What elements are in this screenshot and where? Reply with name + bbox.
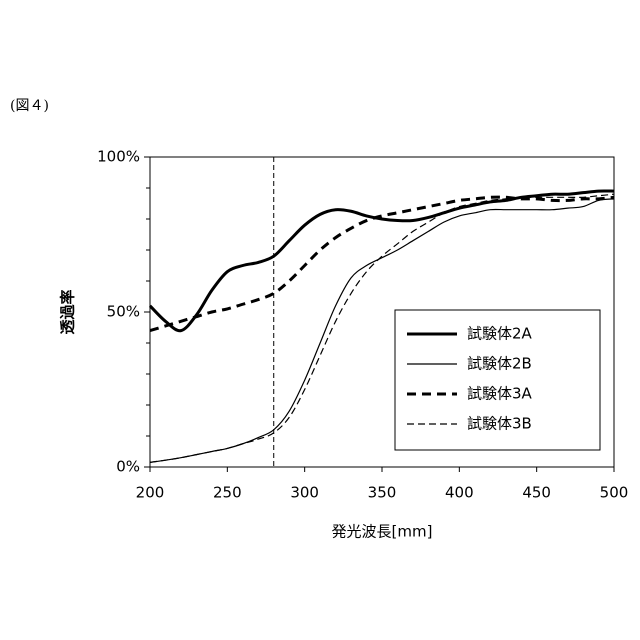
x-tick-label: 300 <box>290 484 319 502</box>
x-tick-label: 400 <box>445 484 474 502</box>
x-tick-label: 250 <box>213 484 242 502</box>
x-tick-label: 350 <box>368 484 397 502</box>
x-tick-label: 500 <box>600 484 629 502</box>
legend-label: 試験体3B <box>467 415 532 433</box>
y-tick-label: 100% <box>97 148 140 166</box>
legend-label: 試験体3A <box>467 385 533 403</box>
legend-label: 試験体2B <box>467 355 532 373</box>
x-axis-label: 発光波長[mm] <box>332 523 433 541</box>
x-tick-label: 200 <box>136 484 165 502</box>
x-tick-label: 450 <box>522 484 551 502</box>
y-axis-label: 透過率 <box>59 289 77 334</box>
y-tick-label: 50% <box>107 303 140 321</box>
figure-label: (図４) <box>10 98 49 114</box>
y-tick-label: 0% <box>116 458 140 476</box>
legend-label: 試験体2A <box>467 325 533 343</box>
